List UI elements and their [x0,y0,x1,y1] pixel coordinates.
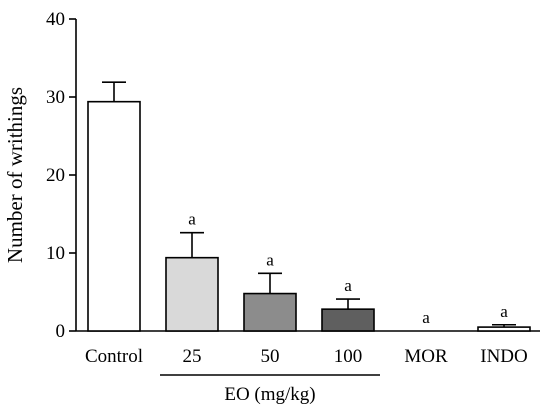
y-tick-label: 0 [56,321,66,342]
category-label: Control [85,346,143,367]
y-axis: 0 10 20 30 40 [46,9,77,342]
category-label: MOR [404,346,448,367]
significance-label: a [188,210,196,229]
y-tick-label: 20 [46,165,65,186]
category-label: 25 [183,346,202,367]
category-label: 50 [261,346,280,367]
bar-50 [243,292,297,332]
group-label: EO (mg/kg) [224,384,315,405]
category-labels: Control 25 50 100 MOR INDO [85,346,528,367]
y-tick-label: 30 [46,87,65,108]
significance-labels: a a a a a [188,210,508,327]
significance-label: a [344,276,352,295]
y-tick-label: 40 [46,9,65,30]
category-label: 100 [334,346,363,367]
bar-control [87,100,141,332]
significance-label: a [266,250,274,269]
significance-label: a [500,302,508,321]
error-bars [102,81,516,328]
bars [87,100,531,332]
significance-label: a [422,308,430,327]
group-annotation: EO (mg/kg) [160,374,380,405]
y-axis-label: Number of writhings [3,87,27,263]
y-tick-label: 10 [46,243,65,264]
category-label: INDO [480,346,528,367]
bar-100 [321,308,375,332]
bar-25 [165,256,219,332]
bar-indo [477,326,531,332]
